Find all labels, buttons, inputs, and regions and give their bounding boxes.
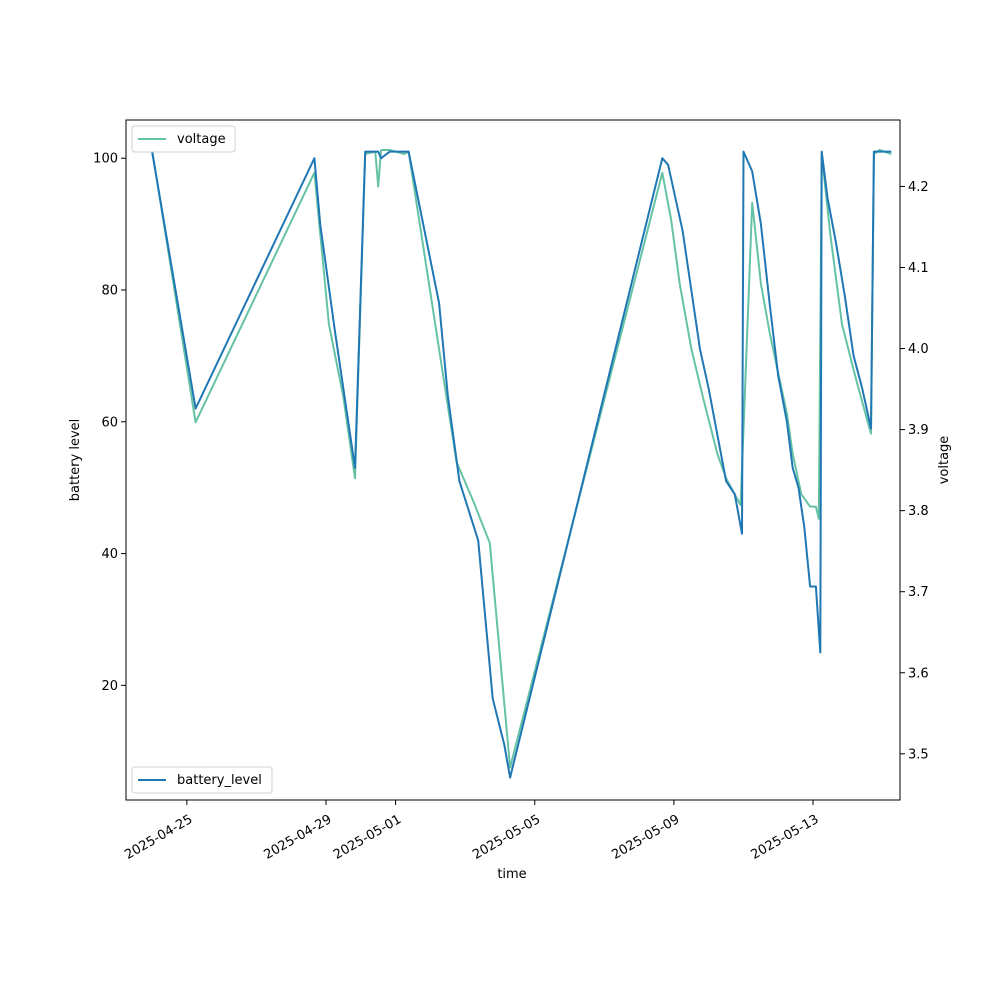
y-axis-left-label: battery level — [68, 419, 83, 502]
y-left-tick-label: 80 — [101, 284, 118, 299]
y-left-tick-label: 100 — [93, 152, 118, 167]
y-right-tick-label: 3.7 — [908, 585, 929, 600]
y-left-tick-label: 60 — [101, 415, 118, 430]
plot-frame — [125, 119, 901, 801]
y-left-tick-label: 40 — [101, 547, 118, 562]
y-right-tick-label: 3.9 — [908, 423, 929, 438]
legend-battery-level-label: battery_level — [177, 773, 262, 788]
y-axis-right-label: voltage — [937, 436, 952, 485]
series-line-voltage — [151, 149, 892, 769]
x-tick-label: 2025-05-01 — [331, 812, 404, 863]
x-tick-label: 2025-05-13 — [748, 812, 821, 863]
y-right-tick-label: 3.8 — [908, 504, 929, 519]
y-axis-left-ticks: 20 40 60 80 100 — [93, 152, 126, 694]
y-right-tick-label: 4.1 — [908, 261, 929, 276]
legend-voltage-label: voltage — [177, 132, 226, 147]
x-tick-label: 2025-04-29 — [261, 812, 334, 863]
series-line-battery-level — [151, 150, 892, 779]
y-axis-right-ticks: 3.5 3.6 3.7 3.8 3.9 4.0 4.1 4.2 — [900, 180, 929, 762]
x-tick-label: 2025-05-09 — [609, 812, 682, 863]
series-layer — [151, 149, 892, 779]
y-right-tick-label: 3.5 — [908, 747, 929, 762]
x-tick-label: 2025-05-05 — [470, 812, 543, 863]
y-right-tick-label: 3.6 — [908, 666, 929, 681]
x-axis-label: time — [497, 867, 526, 882]
x-tick-label: 2025-04-25 — [122, 812, 195, 863]
legend-voltage: voltage — [131, 125, 236, 153]
legend-battery-level: battery_level — [131, 766, 273, 794]
y-right-tick-label: 4.0 — [908, 342, 929, 357]
y-right-tick-label: 4.2 — [908, 180, 929, 195]
y-left-tick-label: 20 — [101, 679, 118, 694]
